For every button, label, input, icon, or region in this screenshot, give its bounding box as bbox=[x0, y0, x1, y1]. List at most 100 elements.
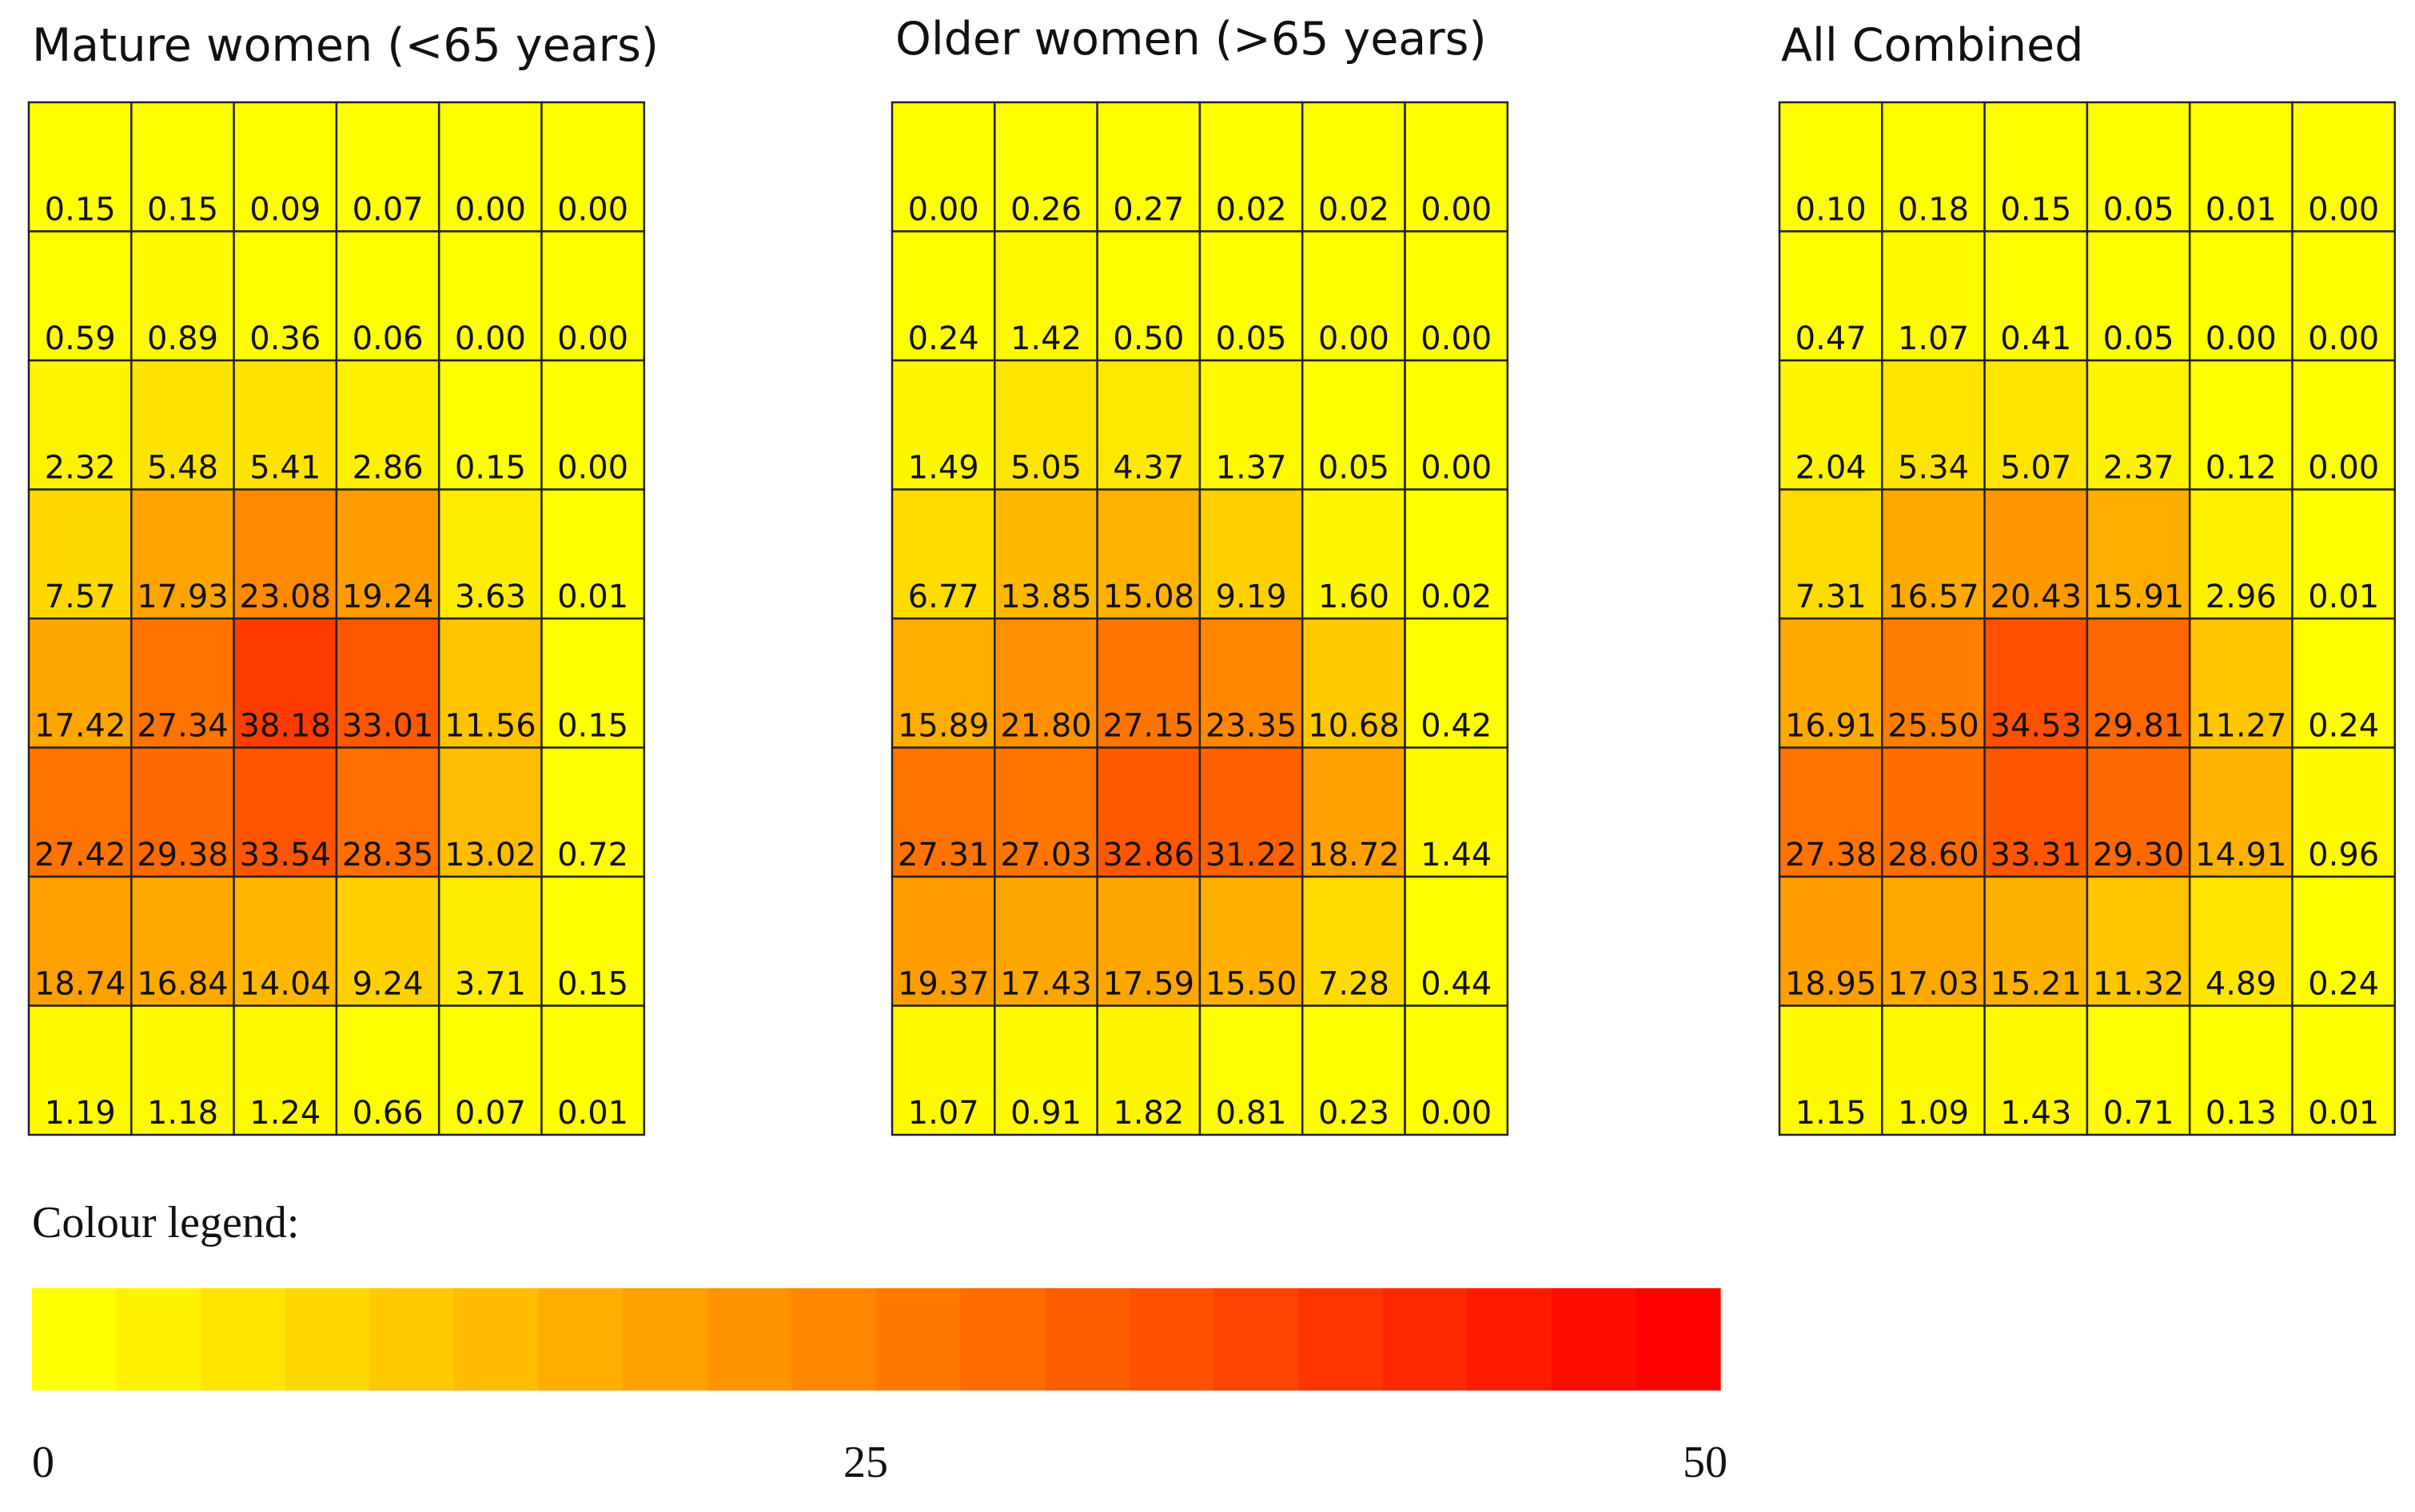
heatmap-cell bbox=[437, 1005, 543, 1136]
heatmap-cell-value: 0.05 bbox=[1318, 450, 1389, 487]
heatmap-cell bbox=[994, 230, 1098, 362]
heatmap-cell bbox=[130, 746, 235, 878]
colour-legend-title: Colour legend: bbox=[32, 1198, 300, 1247]
heatmap-cell-value: 0.00 bbox=[1421, 450, 1492, 487]
heatmap-cell bbox=[2188, 746, 2293, 878]
heatmap-cell-value: 0.00 bbox=[2308, 320, 2379, 357]
heatmap-cell bbox=[233, 359, 338, 491]
heatmap-cell bbox=[2086, 746, 2191, 878]
heatmap-cell bbox=[1198, 359, 1304, 491]
heatmap-cell bbox=[1778, 101, 1883, 233]
heatmap-cell-value: 17.03 bbox=[1887, 966, 1979, 1003]
heatmap-cell-value: 0.05 bbox=[2103, 192, 2174, 229]
heatmap-cell-value: 1.43 bbox=[2000, 1095, 2071, 1132]
heatmap-cell-value: 0.00 bbox=[1421, 320, 1492, 357]
heatmap-cell-value: 1.37 bbox=[1216, 450, 1287, 487]
heatmap-cell-value: 5.05 bbox=[1010, 450, 1082, 487]
heatmap-cell-value: 0.91 bbox=[1010, 1095, 1082, 1132]
heatmap-cell bbox=[1096, 1005, 1202, 1136]
heatmap-cell bbox=[540, 359, 646, 491]
heatmap-cell-value: 34.53 bbox=[1991, 708, 2082, 745]
heatmap-cell-value: 0.15 bbox=[2000, 192, 2071, 229]
heatmap-cell-value: 15.21 bbox=[1991, 966, 2082, 1003]
heatmap-cell bbox=[130, 875, 235, 1007]
heatmap-cell bbox=[335, 746, 440, 878]
heatmap-cell bbox=[2188, 359, 2293, 491]
heatmap-cell-value: 27.31 bbox=[898, 837, 990, 873]
heatmap-cell bbox=[2291, 230, 2397, 362]
heatmap-cell-value: 18.95 bbox=[1785, 966, 1877, 1003]
heatmap-cell bbox=[2188, 230, 2293, 362]
heatmap-cell-value: 0.06 bbox=[353, 320, 424, 357]
heatmap-cell-value: 14.04 bbox=[240, 966, 332, 1003]
heatmap-cell-value: 0.01 bbox=[2206, 192, 2277, 229]
heatmap-cell bbox=[1881, 230, 1986, 362]
heatmap-cell bbox=[1778, 359, 1883, 491]
heatmap-cell-value: 0.00 bbox=[1318, 320, 1389, 357]
heatmap-cell bbox=[437, 230, 543, 362]
heatmap-cell bbox=[437, 488, 543, 620]
heatmap-cell-value: 0.15 bbox=[455, 450, 526, 487]
heatmap-cell-value: 2.96 bbox=[2206, 579, 2277, 615]
heatmap-cell-value: 0.89 bbox=[147, 320, 218, 357]
heatmap-cell bbox=[1404, 101, 1509, 233]
heatmap-cell-value: 1.18 bbox=[147, 1095, 218, 1132]
heatmap-cell-value: 15.89 bbox=[898, 708, 990, 745]
heatmap-cell-value: 0.24 bbox=[2308, 966, 2379, 1003]
heatmap-cell-value: 1.82 bbox=[1113, 1095, 1184, 1132]
heatmap-cell bbox=[2188, 488, 2293, 620]
heatmap-cell bbox=[994, 488, 1098, 620]
heatmap-cell-value: 27.34 bbox=[137, 708, 229, 745]
heatmap-cell bbox=[2188, 1005, 2293, 1136]
heatmap-cell-value: 13.85 bbox=[1000, 579, 1092, 615]
heatmap-cell-value: 29.30 bbox=[2093, 837, 2185, 873]
heatmap-cell-value: 0.13 bbox=[2206, 1095, 2277, 1132]
heatmap-cell bbox=[1404, 1005, 1509, 1136]
legend-swatch bbox=[285, 1288, 370, 1391]
heatmap-cell bbox=[1198, 230, 1304, 362]
heatmap-cell bbox=[1983, 230, 2089, 362]
heatmap-cell-value: 0.01 bbox=[2308, 579, 2379, 615]
heatmap-cell bbox=[1881, 101, 1986, 233]
heatmap-cell bbox=[1983, 1005, 2089, 1136]
heatmap-cell-value: 3.63 bbox=[455, 579, 526, 615]
heatmap-cell bbox=[1404, 617, 1509, 749]
heatmap-cell bbox=[540, 617, 646, 749]
heatmap-cell-value: 2.37 bbox=[2103, 450, 2174, 487]
heatmap-cell-value: 0.15 bbox=[557, 708, 628, 745]
legend-swatch bbox=[201, 1288, 286, 1391]
heatmap-cell bbox=[335, 617, 440, 749]
heatmap-cell-value: 0.24 bbox=[2308, 708, 2379, 745]
heatmap-cell bbox=[1301, 1005, 1406, 1136]
heatmap-cell-value: 0.00 bbox=[557, 192, 628, 229]
heatmap-cell bbox=[1881, 746, 1986, 878]
heatmap-cell bbox=[1778, 230, 1883, 362]
heatmap-cell bbox=[2188, 617, 2293, 749]
heatmap-cell-value: 28.60 bbox=[1887, 837, 1979, 873]
heatmap-cell bbox=[1404, 230, 1509, 362]
heatmap-cell bbox=[540, 488, 646, 620]
heatmap-cell-value: 2.32 bbox=[45, 450, 116, 487]
heatmap-cell-value: 5.41 bbox=[249, 450, 321, 487]
heatmap-cell bbox=[2086, 101, 2191, 233]
heatmap-cell bbox=[1404, 359, 1509, 491]
heatmap-cell bbox=[1096, 359, 1202, 491]
heatmap-cell-value: 21.80 bbox=[1000, 708, 1092, 745]
heatmap-cell bbox=[1198, 875, 1304, 1007]
heatmap-cell-value: 23.35 bbox=[1206, 708, 1297, 745]
heatmap-cell bbox=[1198, 1005, 1304, 1136]
legend-swatch bbox=[1467, 1288, 1552, 1391]
heatmap-cell-value: 29.81 bbox=[2093, 708, 2185, 745]
legend-swatch bbox=[1551, 1288, 1636, 1391]
heatmap-cell bbox=[1096, 101, 1202, 233]
heatmap-cell bbox=[540, 230, 646, 362]
heatmap-cell-value: 2.86 bbox=[353, 450, 424, 487]
legend-swatch bbox=[707, 1288, 792, 1391]
heatmap-cell bbox=[1096, 488, 1202, 620]
heatmap-cell bbox=[27, 746, 133, 878]
heatmap-cell-value: 0.42 bbox=[1421, 708, 1492, 745]
heatmap-cell-value: 0.00 bbox=[1421, 192, 1492, 229]
heatmap-cell bbox=[1096, 617, 1202, 749]
heatmap-cell bbox=[2291, 746, 2397, 878]
legend-swatch bbox=[1213, 1288, 1299, 1391]
